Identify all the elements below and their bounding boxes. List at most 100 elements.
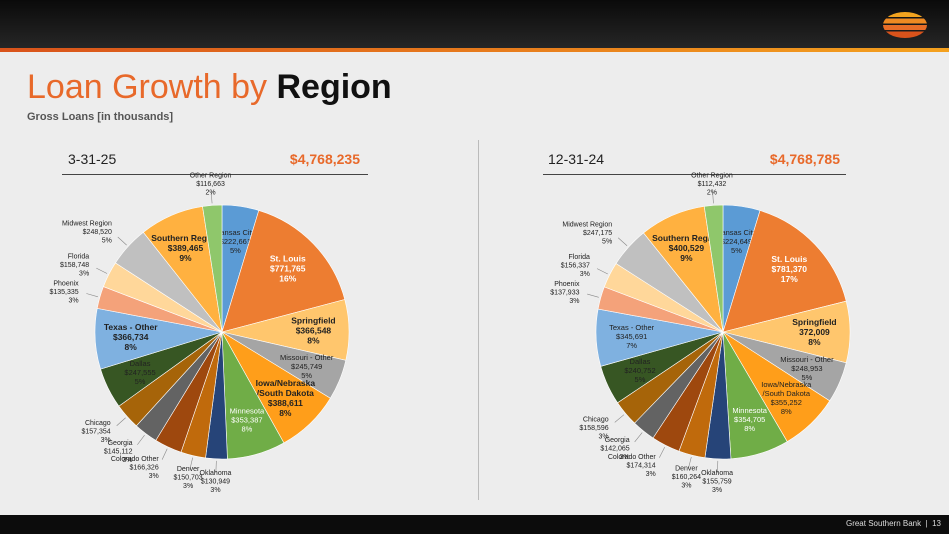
label-line: 3%: [210, 487, 220, 494]
slice-st-louis: [722, 210, 847, 333]
leader-line-phoenix: [587, 293, 599, 298]
label-line: Missouri - Other: [780, 355, 834, 364]
label-line: $160,264: [672, 474, 701, 481]
label-line: Other Region: [691, 172, 733, 179]
leader-line-oklahoma: [215, 460, 217, 473]
leader-line-other-region: [210, 191, 213, 204]
data-label-missouri-other: Missouri - Other $245,749 5%: [280, 353, 334, 380]
leader-line-midwest-region: [617, 237, 628, 246]
data-label-florida: Florida $156,337 3%: [561, 254, 590, 278]
data-label-midwest-region: Midwest Region $247,175 5%: [562, 221, 612, 245]
label-line: Phoenix: [554, 281, 580, 288]
data-label-chicago: Chicago $157,354 3%: [81, 420, 110, 444]
label-line: 2%: [707, 189, 717, 196]
vertical-divider: [478, 140, 479, 500]
label-line: $781,370: [772, 264, 808, 274]
label-line: Colorado Other: [111, 456, 160, 463]
label-line: Missouri - Other: [280, 353, 334, 362]
data-label-phoenix: Phoenix $137,933 3%: [550, 281, 580, 305]
label-line: Florida: [569, 254, 591, 261]
label-line: $158,596: [579, 425, 608, 432]
leader-line-florida: [96, 267, 108, 274]
label-line: $158,748: [60, 262, 89, 269]
data-label-oklahoma: Oklahoma $130,949 3%: [200, 470, 232, 494]
bank-logo-icon: [883, 12, 927, 38]
page-title: Loan Growth by Region: [27, 70, 392, 104]
label-line: Kansas City: [716, 228, 756, 237]
label-line: 7%: [626, 341, 637, 350]
data-label-springfield: Springfield 372,009 8%: [792, 317, 836, 347]
top-banner: [0, 0, 949, 48]
leader-line-chicago: [614, 414, 625, 423]
slice-st-louis: [221, 210, 346, 333]
label-line: 372,009: [799, 327, 830, 337]
label-line: Springfield: [792, 317, 836, 327]
label-line: $247,175: [583, 230, 612, 237]
label-line: Chicago: [583, 416, 609, 423]
label-line: Southern Region: [151, 233, 219, 243]
label-line: Kansas City: [215, 228, 255, 237]
label-line: 5%: [102, 238, 112, 245]
label-line: $355,252: [771, 398, 802, 407]
data-label-kansas-city: Kansas City $222,661 5%: [215, 228, 255, 255]
label-line: 9%: [680, 253, 693, 263]
label-line: St. Louis: [771, 254, 807, 264]
label-line: 3%: [79, 270, 89, 277]
label-line: /South Dakota: [762, 389, 810, 398]
label-line: $240,752: [624, 366, 655, 375]
label-line: $174,314: [626, 462, 655, 469]
label-line: 8%: [307, 335, 320, 345]
leader-line-denver: [189, 457, 193, 470]
data-label-midwest-region: Midwest Region $248,520 5%: [62, 221, 112, 245]
label-line: $112,432: [698, 181, 727, 188]
label-line: St. Louis: [270, 253, 306, 263]
label-line: 3%: [569, 298, 579, 305]
label-line: $245,749: [291, 362, 322, 371]
label-line: $388,611: [268, 398, 303, 408]
chart1-total: $4,768,235: [289, 151, 360, 167]
footer-text: Great Southern Bank | 13: [845, 519, 941, 528]
leader-line-florida: [596, 268, 608, 275]
leader-line-georgia: [137, 434, 145, 445]
leader-line-midwest-region: [117, 236, 127, 246]
label-line: 8%: [241, 425, 252, 434]
label-line: 9%: [179, 253, 192, 263]
pie-chart-12-31-24: Kansas City $224,649 5%St. Louis $781,370 17…: [550, 172, 851, 494]
label-line: Phoenix: [53, 280, 79, 287]
label-line: 5%: [635, 375, 646, 384]
label-line: Florida: [68, 253, 90, 260]
data-label-kansas-city: Kansas City $224,649 5%: [716, 228, 756, 255]
pie-chart-3-31-25: Kansas City $222,661 5%St. Louis $771,765 16…: [49, 172, 350, 494]
leader-line-georgia: [634, 432, 643, 443]
label-line: Chicago: [85, 420, 111, 427]
label-line: $130,949: [201, 478, 230, 485]
label-line: $353,387: [231, 416, 262, 425]
chart1-date: 3-31-25: [68, 151, 117, 167]
leader-line-other-region: [712, 191, 714, 204]
data-label-dallas: Dallas $240,752 5%: [624, 357, 655, 384]
footer-bar: Great Southern Bank | 13: [0, 515, 949, 534]
label-line: Iowa/Nebraska: [761, 380, 812, 389]
data-label-colorado-other: Colorado Other $166,326 3%: [111, 456, 160, 480]
label-line: Southern Region: [652, 233, 720, 243]
label-line: 3%: [681, 482, 691, 489]
label-line: $116,663: [196, 181, 225, 188]
label-line: 3%: [69, 297, 79, 304]
data-label-oklahoma: Oklahoma $155,759 3%: [701, 470, 733, 494]
label-line: 3%: [101, 437, 111, 444]
label-line: Texas - Other: [609, 323, 655, 332]
label-line: $222,661: [220, 237, 251, 246]
label-line: Dallas: [630, 357, 651, 366]
label-line: $142,065: [600, 446, 629, 453]
label-line: $400,529: [669, 243, 705, 253]
label-line: $771,765: [270, 263, 306, 273]
title-part2: Region: [276, 68, 392, 106]
label-line: Denver: [177, 466, 200, 473]
label-line: $366,734: [113, 332, 149, 342]
footer-brand: Great Southern Bank: [845, 519, 922, 528]
label-line: $248,953: [791, 364, 822, 373]
label-line: Springfield: [291, 315, 335, 325]
data-label-denver: Denver $150,703 3%: [174, 466, 203, 490]
label-line: 3%: [580, 271, 590, 278]
label-line: $156,337: [561, 262, 590, 269]
